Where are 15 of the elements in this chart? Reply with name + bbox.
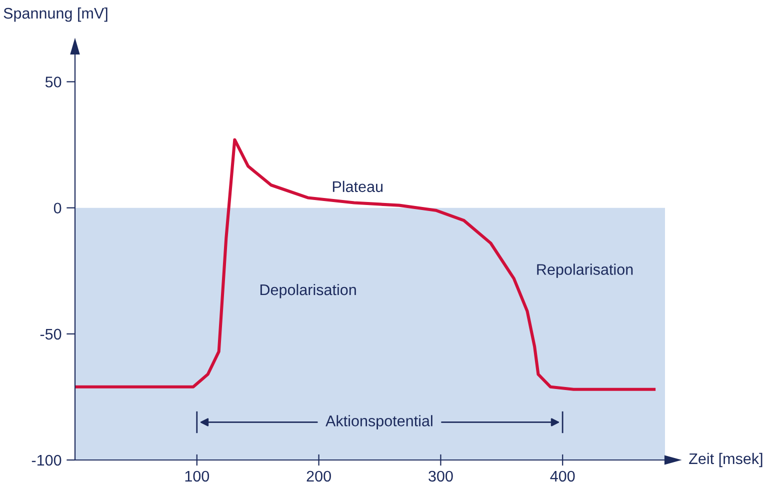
annotation: Repolarisation bbox=[537, 264, 633, 278]
y-tick-label: -100 bbox=[32, 454, 62, 466]
x-tick-label: 300 bbox=[428, 470, 453, 482]
line-series bbox=[75, 138, 656, 391]
x-tick-label: 400 bbox=[550, 470, 575, 482]
y-tick-label: -50 bbox=[40, 328, 62, 340]
y-tick-label: 0 bbox=[54, 202, 62, 214]
annotation: Aktionspotential bbox=[326, 415, 432, 430]
x-tick-label: 100 bbox=[185, 470, 210, 482]
annotation: Depolarisation bbox=[260, 284, 356, 298]
x-tick-label: 200 bbox=[306, 470, 331, 482]
annotation: Plateau bbox=[332, 180, 383, 192]
y-tick-label: 50 bbox=[45, 76, 62, 88]
y-axis-title: Spannung [mV] bbox=[4, 7, 108, 22]
x-axis-title: Zeit [msek] bbox=[689, 452, 762, 468]
